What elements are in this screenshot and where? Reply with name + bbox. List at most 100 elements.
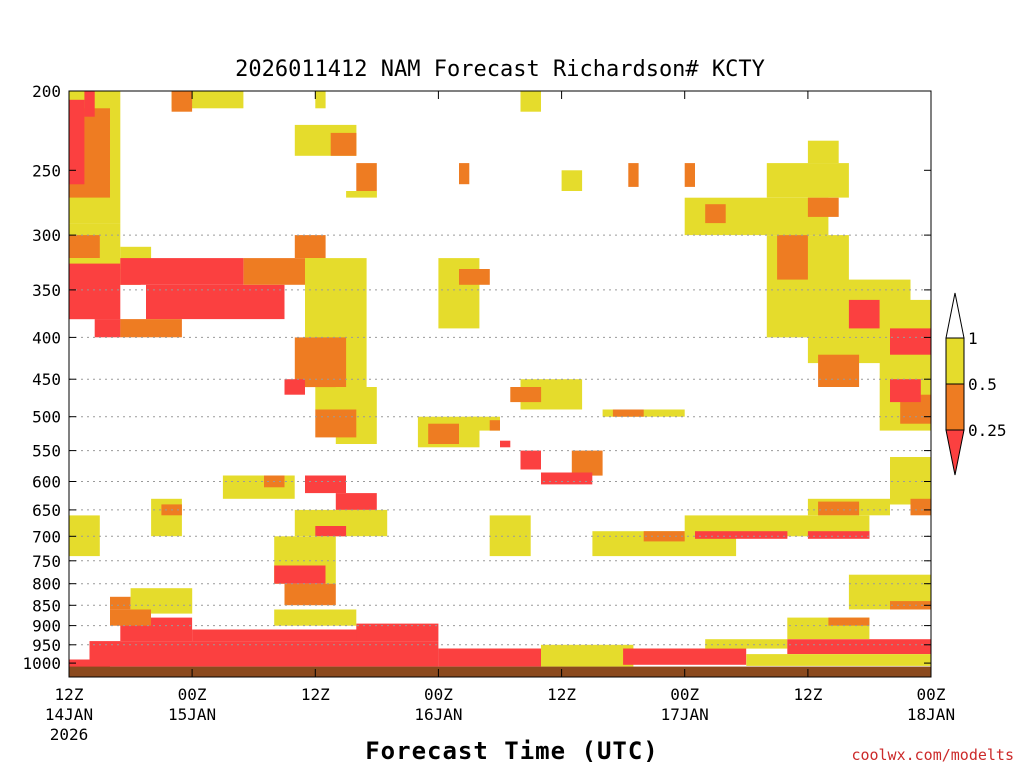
ri-cell-red [192, 629, 377, 641]
ri-cell-red [305, 475, 346, 494]
y-tick-label: 600 [32, 473, 61, 492]
ri-cell-yellow [807, 140, 839, 164]
x-axis-label: Forecast Time (UTC) [365, 737, 659, 765]
ri-cell-orange [294, 235, 326, 258]
x-tick-date: 16JAN [414, 705, 462, 724]
legend-swatch-below-025 [945, 429, 965, 476]
ri-cell-yellow [541, 644, 634, 667]
ri-cell-red [623, 648, 747, 665]
ri-cell-orange [777, 235, 808, 280]
legend-swatch-above-1 [945, 292, 965, 339]
ri-cell-orange [910, 498, 931, 516]
ri-cell-yellow [315, 91, 326, 109]
ri-cell-red [69, 263, 121, 320]
y-tick-label: 350 [32, 281, 61, 300]
x-tick-date: 17JAN [661, 705, 709, 724]
y-tick-label: 550 [32, 442, 61, 461]
y-tick-label: 500 [32, 408, 61, 427]
y-tick-label: 300 [32, 226, 61, 245]
x-tick-label: 12Z [547, 685, 576, 704]
legend-colorbar: 1 0.5 0.25 [945, 292, 1007, 476]
ground-layer [69, 666, 931, 677]
ri-cell-orange [684, 163, 695, 187]
x-tick-label: 12Z [301, 685, 330, 704]
legend-label: 1 [968, 329, 978, 348]
ri-cell-orange [612, 409, 644, 417]
ri-cell-orange [828, 617, 870, 626]
legend-swatch-yellow [945, 337, 965, 385]
y-tick-label: 250 [32, 161, 61, 180]
y-tick-label: 1000 [22, 654, 61, 673]
ri-cell-red [807, 531, 870, 539]
y-tick-label: 650 [32, 501, 61, 520]
ri-cell-orange [807, 197, 839, 217]
x-tick-label: 00Z [424, 685, 453, 704]
ri-cell-red [284, 379, 305, 395]
ri-cell-orange [818, 501, 860, 516]
ri-cell-red [120, 258, 244, 285]
ri-cell-yellow [520, 91, 541, 112]
ri-cell-red [848, 299, 880, 329]
ri-cell-red [787, 639, 931, 655]
credit-text: coolwx.com/modelts [851, 746, 1014, 764]
ri-cell-orange [510, 387, 542, 403]
ri-cell-orange [459, 163, 470, 185]
ri-cell-yellow [890, 457, 931, 505]
x-tick-label: 00Z [917, 685, 946, 704]
ri-cell-orange [243, 258, 306, 285]
ri-cell-orange [120, 319, 182, 338]
ri-cell-orange [489, 420, 500, 431]
y-tick-label: 450 [32, 370, 61, 389]
y-tick-label: 800 [32, 575, 61, 594]
ri-cell-yellow [746, 654, 931, 666]
ri-cell-red [356, 623, 439, 641]
x-tick-date: 15JAN [168, 705, 216, 724]
ri-cell-red [146, 284, 285, 320]
ri-cell-red [335, 493, 377, 510]
legend-swatch-orange [945, 383, 965, 431]
ri-cell-yellow [489, 515, 531, 557]
ri-cell-orange [69, 235, 100, 258]
ri-cell-orange [284, 583, 336, 606]
ri-cell-red [89, 641, 439, 667]
ri-cell-red [695, 531, 788, 539]
ri-cell-red [520, 450, 541, 470]
ri-cell-orange [705, 204, 726, 224]
x-tick-label: 00Z [178, 685, 207, 704]
y-tick-label: 850 [32, 596, 61, 615]
ri-cell-orange [330, 132, 357, 156]
ri-cell-red [438, 648, 541, 667]
legend-label: 0.25 [968, 421, 1007, 440]
ri-cell-red [94, 319, 121, 338]
ri-cell-orange [110, 596, 131, 610]
ri-cell-orange [315, 409, 357, 438]
ri-cell-red [500, 440, 511, 448]
x-tick-label: 00Z [670, 685, 699, 704]
ri-cell-orange [356, 163, 377, 191]
x-tick-label: 12Z [793, 685, 822, 704]
ri-cell-red [315, 526, 347, 537]
y-tick-label: 950 [32, 636, 61, 655]
y-tick-label: 200 [32, 82, 61, 101]
plot-frame [68, 90, 932, 678]
x-tick-label: 12Z [55, 685, 84, 704]
y-tick-label: 900 [32, 617, 61, 636]
chart-title: 2026011412 NAM Forecast Richardson# KCTY [235, 57, 765, 82]
ri-cell-yellow [561, 170, 583, 191]
richardson-field [69, 91, 931, 677]
ri-cell-red [84, 91, 95, 117]
ri-cell-orange [171, 91, 193, 112]
ri-cell-orange [428, 423, 459, 444]
ri-cell-red [274, 565, 326, 584]
ri-cell-yellow [684, 515, 870, 537]
ri-cell-yellow [438, 258, 480, 329]
ri-cell-orange [110, 609, 151, 626]
ri-cell-red [69, 99, 85, 185]
ri-cell-yellow [766, 163, 849, 198]
legend-label: 0.5 [968, 375, 997, 394]
x-tick-year: 2026 [50, 725, 89, 744]
x-tick-date: 18JAN [907, 705, 955, 724]
ri-cell-orange [571, 450, 603, 476]
